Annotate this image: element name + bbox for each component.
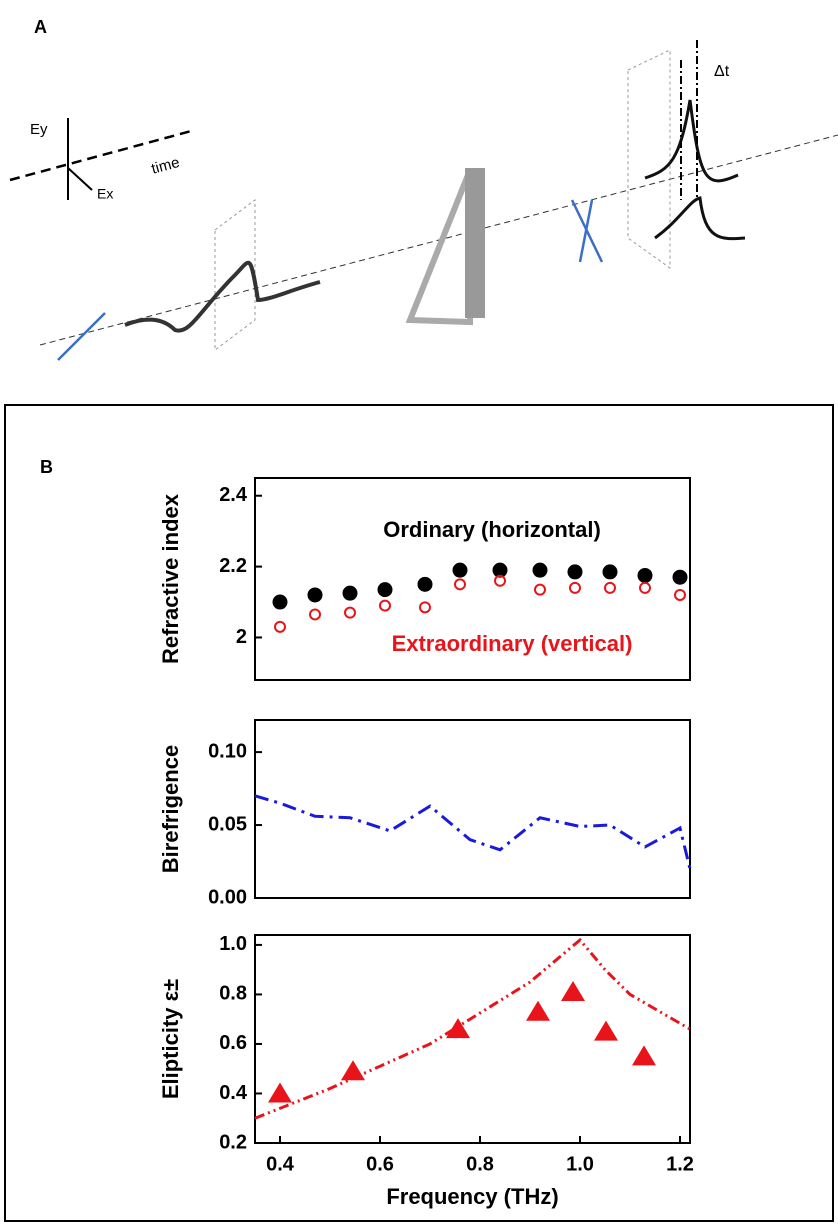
delay-label: Δt <box>714 63 730 80</box>
circle-marker <box>307 587 323 603</box>
y-tick-label: 0.10 <box>208 740 247 762</box>
triangle-marker <box>632 1045 656 1066</box>
y-tick-label: 0.8 <box>219 983 247 1005</box>
circle-marker <box>377 582 393 598</box>
y-tick-label: 2 <box>236 626 247 648</box>
x-tick-label: 0.6 <box>366 1153 394 1175</box>
x-tick-label: 0.4 <box>266 1153 295 1175</box>
circle-marker <box>567 564 583 580</box>
y-tick-label: 0.4 <box>219 1082 248 1104</box>
x-tick-label: 1.2 <box>666 1153 694 1175</box>
circle-marker <box>532 562 548 578</box>
triangle-marker <box>526 1000 550 1021</box>
plot-frame <box>254 477 691 681</box>
circle-marker <box>272 594 288 610</box>
circle-marker <box>494 574 506 587</box>
plot-frame <box>254 719 691 899</box>
triangle-marker <box>561 980 585 1001</box>
legend-label: Extraordinary (vertical) <box>392 631 633 656</box>
axis-label: Ey <box>30 121 48 138</box>
circle-marker <box>637 567 653 583</box>
y-tick-label: 1.0 <box>219 933 247 955</box>
circle-marker <box>569 581 581 594</box>
x-axis-label: Frequency (THz) <box>386 1184 558 1209</box>
panel-label: B <box>40 457 53 477</box>
circle-marker <box>344 606 356 619</box>
x-tick-label: 1.0 <box>566 1153 594 1175</box>
circle-marker <box>379 599 391 612</box>
y-tick-label: 0.6 <box>219 1032 247 1054</box>
axis-label: Ex <box>97 186 113 202</box>
panel-b-frame <box>4 404 834 1222</box>
x-tick-label: 0.8 <box>466 1153 494 1175</box>
data-line <box>254 794 692 870</box>
circle-marker <box>639 581 651 594</box>
circle-marker <box>417 576 433 592</box>
legend-label: Ordinary (horizontal) <box>383 517 601 542</box>
y-tick-label: 0.00 <box>208 886 247 908</box>
axis-label: time <box>150 154 182 178</box>
y-tick-label: 2.4 <box>219 484 248 506</box>
y-tick-label: 0.2 <box>219 1131 247 1153</box>
triangle-marker <box>268 1082 292 1103</box>
circle-marker <box>674 588 686 601</box>
y-axis-label: Elipticity ε± <box>158 979 183 1099</box>
panel-label: A <box>34 17 47 37</box>
circle-marker <box>342 585 358 601</box>
circle-marker <box>492 562 508 578</box>
triangle-marker <box>594 1020 618 1041</box>
y-tick-label: 2.2 <box>219 555 247 577</box>
circle-marker <box>672 569 688 585</box>
circle-marker <box>604 581 616 594</box>
circle-marker <box>602 564 618 580</box>
circle-marker <box>534 583 546 596</box>
panel-a-diagram: A Ey Ex time Δt <box>9 17 838 361</box>
y-axis-label: Refractive index <box>158 493 183 664</box>
y-axis-label: Birefrigence <box>158 745 183 873</box>
circle-marker <box>454 578 466 591</box>
data-line <box>254 937 691 1120</box>
circle-marker <box>419 601 431 614</box>
y-tick-label: 0.05 <box>208 813 247 835</box>
plot-frame <box>254 934 691 1144</box>
circle-marker <box>274 620 286 633</box>
circle-marker <box>452 562 468 578</box>
circle-marker <box>309 608 321 621</box>
